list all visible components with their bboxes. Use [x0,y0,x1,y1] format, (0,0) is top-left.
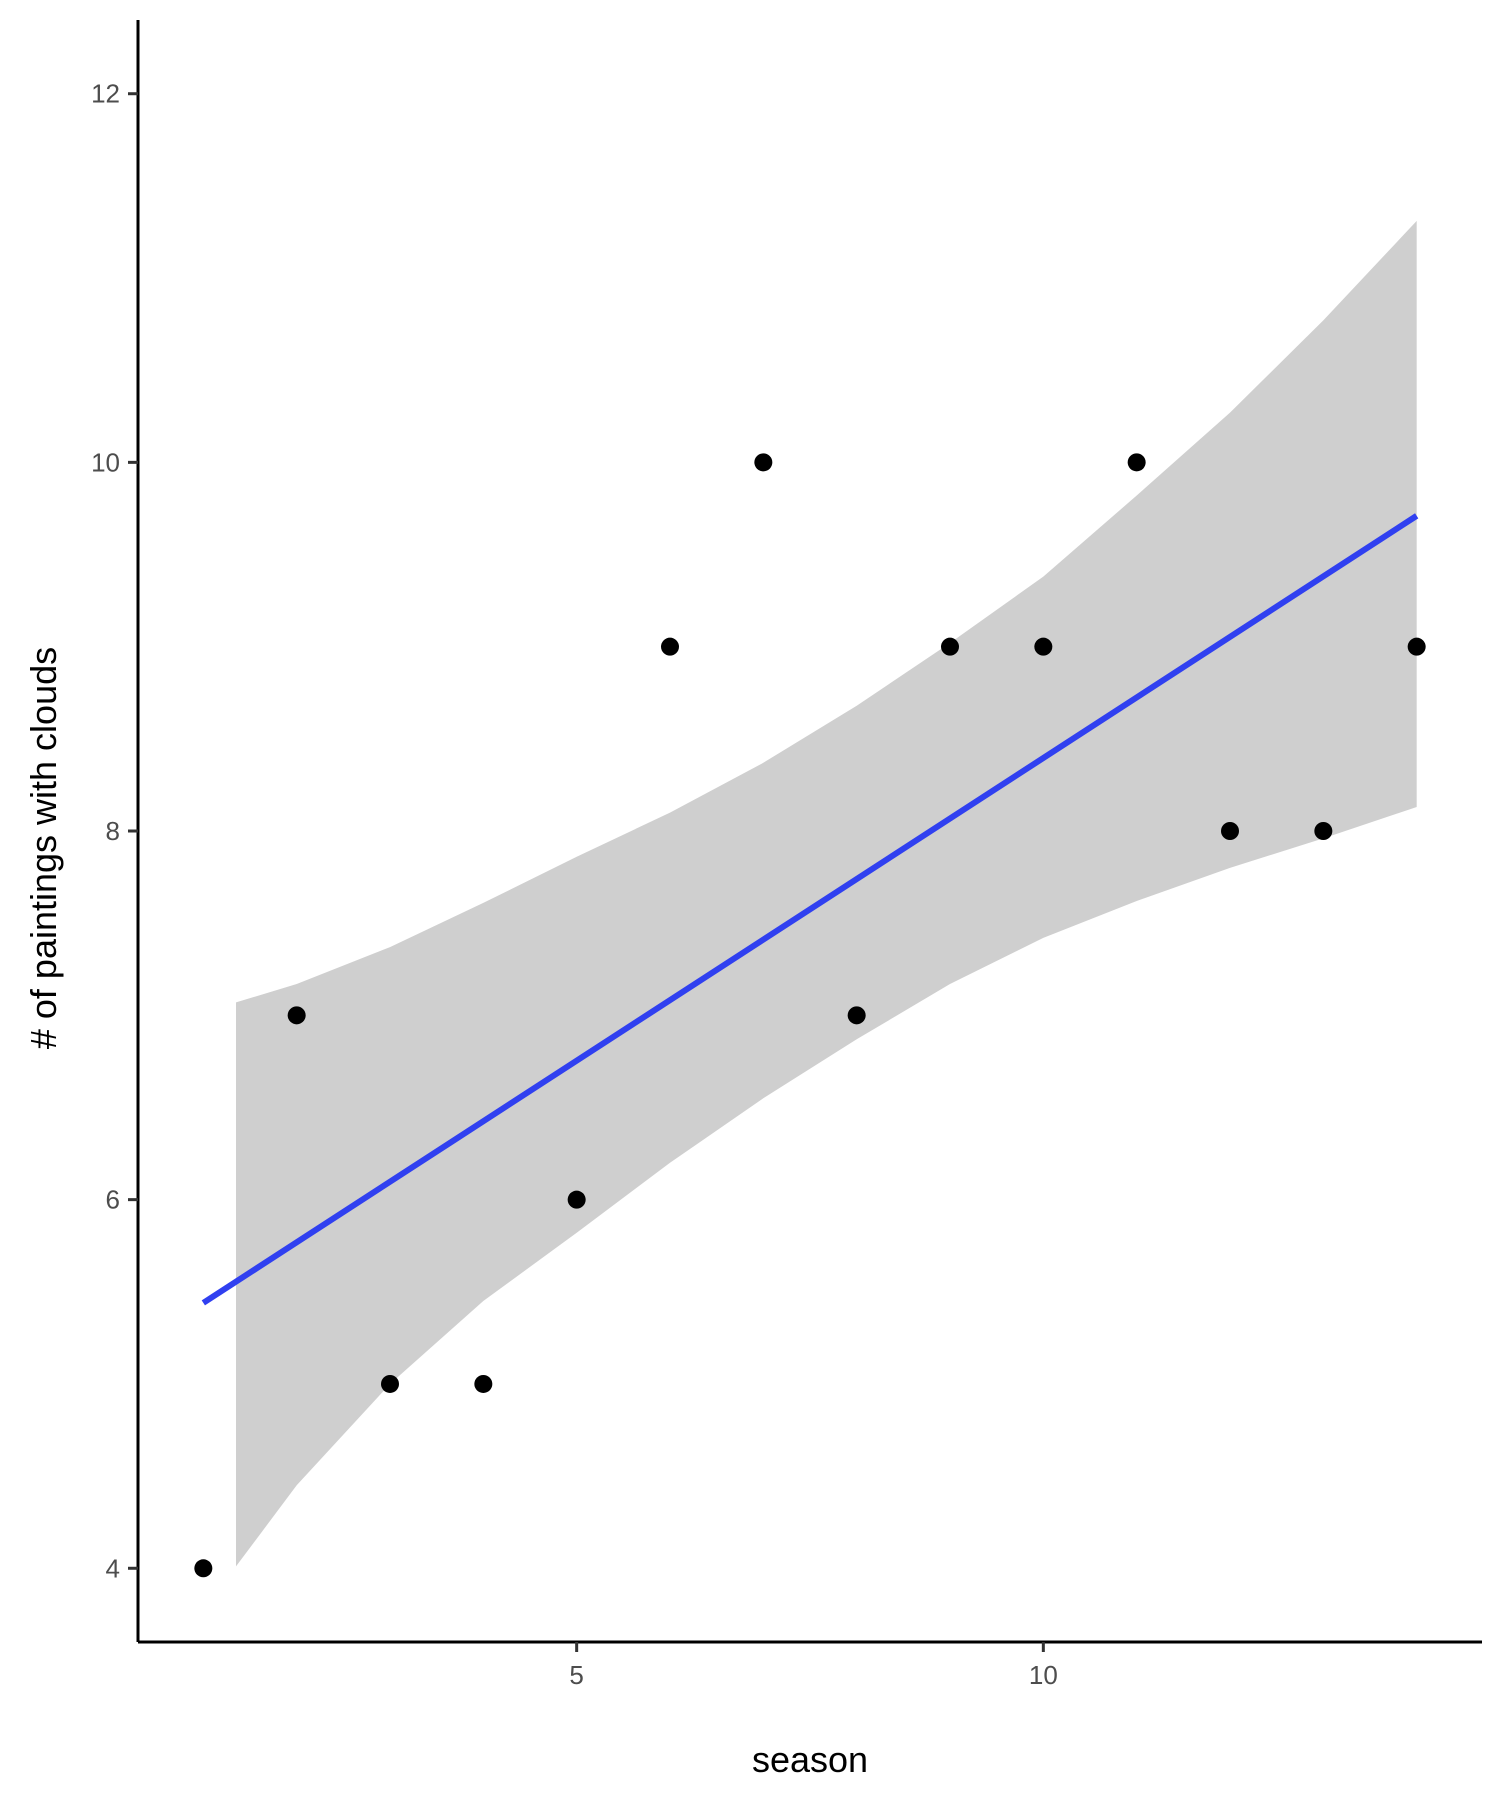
data-point [1034,637,1053,656]
data-point [381,1374,399,1393]
data-point [567,1190,586,1209]
x-tick-label: 5 [569,1660,583,1690]
x-tick-label: 10 [1029,1660,1058,1690]
fit-line-layer [201,513,1419,1306]
data-point [287,1006,306,1025]
data-point [1314,822,1333,840]
data-point [1407,637,1426,656]
fit-line [201,513,1419,1306]
confidence-band [236,220,1417,1567]
y-tick-label: 10 [91,447,120,477]
ticks-layer: 4 6 8 10 12 5 10 [91,79,1058,1690]
data-point [754,453,773,472]
data-point [941,637,959,656]
data-point [1127,453,1146,472]
y-axis-title: # of paintings with clouds [23,647,64,1049]
data-point [661,637,679,656]
data-point [474,1374,493,1393]
data-point [847,1006,866,1025]
y-tick-label: 12 [91,79,120,109]
data-point [194,1559,213,1578]
y-tick-label: 4 [106,1553,120,1583]
x-axis-title: season [752,1739,868,1780]
points-layer [194,453,1426,1578]
confidence-band-layer [236,220,1417,1567]
data-point [1221,822,1239,840]
y-tick-label: 6 [106,1185,120,1215]
y-tick-label: 8 [106,816,120,846]
